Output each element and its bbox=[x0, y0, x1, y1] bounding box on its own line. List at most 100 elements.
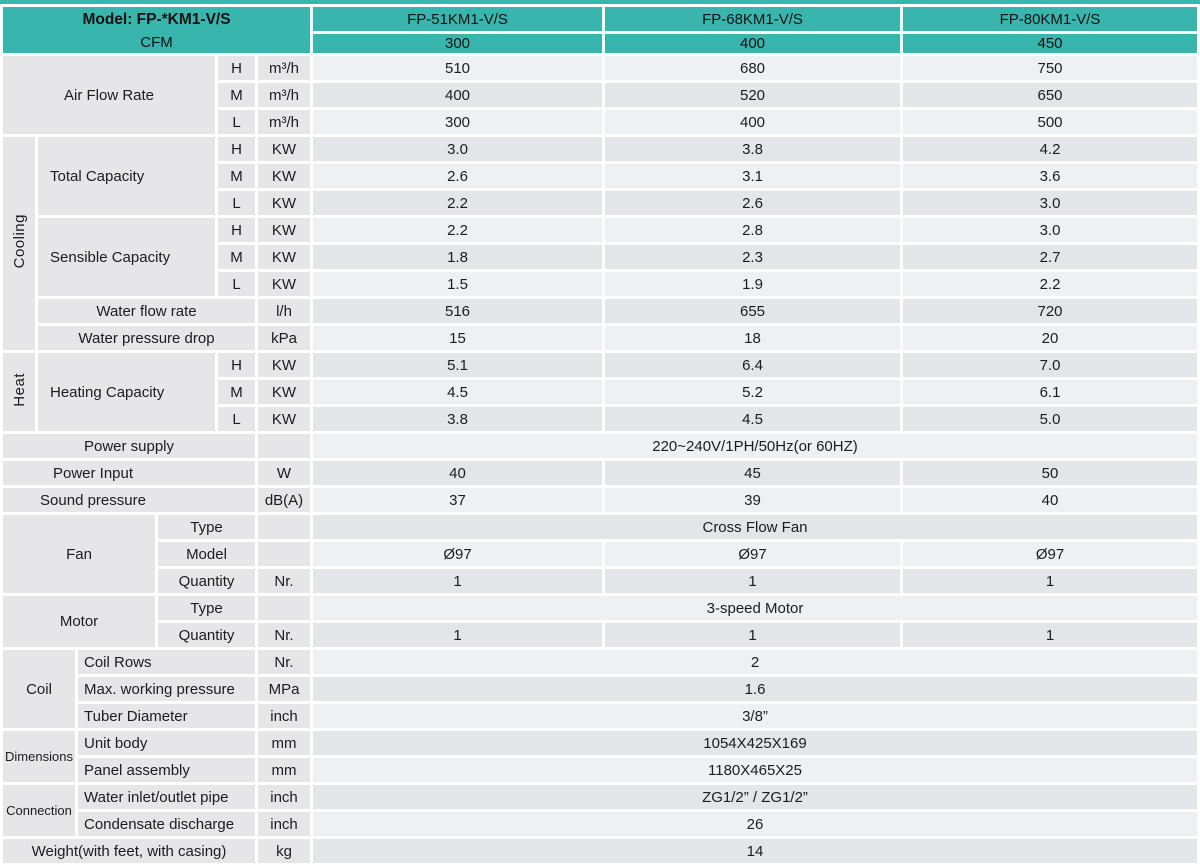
value-cell: 18 bbox=[605, 326, 900, 350]
cfm-value-cell: 400 bbox=[605, 34, 900, 53]
coil-rows-value: 2 bbox=[313, 650, 1197, 674]
value-cell: 300 bbox=[313, 110, 602, 134]
value-cell: 3.6 bbox=[903, 164, 1197, 188]
row-sensible-capacity-m: M KW 1.8 2.3 2.7 bbox=[3, 245, 1197, 269]
water-inlet-outlet-value: ZG1/2” / ZG1/2” bbox=[313, 785, 1197, 809]
row-sensible-capacity-h: Sensible Capacity H KW 2.2 2.8 3.0 bbox=[3, 218, 1197, 296]
value-cell: 2.2 bbox=[313, 218, 602, 242]
unit-cell: Nr. bbox=[258, 623, 310, 647]
unit-cell: KW bbox=[258, 137, 310, 161]
sound-pressure-label: Sound pressure bbox=[3, 488, 255, 512]
unit-cell: m³/h bbox=[258, 110, 310, 134]
speed-cell: H bbox=[218, 137, 255, 161]
unit-cell: Nr. bbox=[258, 650, 310, 674]
max-working-pressure-label: Max. working pressure bbox=[78, 677, 255, 701]
unit-cell: Nr. bbox=[258, 569, 310, 593]
motor-group-label: Motor bbox=[3, 596, 155, 647]
value-cell: 50 bbox=[903, 461, 1197, 485]
value-cell: Ø97 bbox=[605, 542, 900, 566]
value-cell: 2.2 bbox=[903, 272, 1197, 296]
value-cell: 500 bbox=[903, 110, 1197, 134]
value-cell: 2.7 bbox=[903, 245, 1197, 269]
value-cell: 2.8 bbox=[605, 218, 900, 242]
row-fan-model: Model Ø97 Ø97 Ø97 bbox=[3, 542, 1197, 566]
value-cell: 720 bbox=[903, 299, 1197, 323]
motor-type-label: Type bbox=[158, 596, 255, 620]
unit-cell: KW bbox=[258, 407, 310, 431]
value-cell: 510 bbox=[313, 56, 602, 80]
cfm-value-cell: 450 bbox=[903, 34, 1197, 53]
tuber-diameter-value: 3/8” bbox=[313, 704, 1197, 728]
value-cell: 6.1 bbox=[903, 380, 1197, 404]
power-supply-value: 220~240V/1PH/50Hz(or 60HZ) bbox=[313, 434, 1197, 458]
cfm-label: CFM bbox=[140, 34, 173, 51]
spec-table: Model: FP-*KM1-V/S CFM FP-51KM1-V/S FP-6… bbox=[0, 4, 1200, 866]
value-cell: 3.0 bbox=[313, 137, 602, 161]
row-tuber-diameter: Tuber Diameter inch 3/8” bbox=[3, 704, 1197, 728]
value-cell: 1 bbox=[313, 569, 602, 593]
value-cell: 4.5 bbox=[313, 380, 602, 404]
unit-cell: KW bbox=[258, 353, 310, 377]
unit-body-value: 1054X425X169 bbox=[313, 731, 1197, 755]
model-header-cell: Model: FP-*KM1-V/S CFM bbox=[3, 7, 310, 53]
row-air-flow-h: Air Flow Rate H m³/h 510 680 750 bbox=[3, 56, 1197, 134]
unit-cell: mm bbox=[258, 731, 310, 755]
motor-quantity-label: Quantity bbox=[158, 623, 255, 647]
value-cell: 45 bbox=[605, 461, 900, 485]
value-cell: 20 bbox=[903, 326, 1197, 350]
header-accent-bar bbox=[0, 0, 1200, 4]
unit-cell: KW bbox=[258, 191, 310, 215]
value-cell: 5.2 bbox=[605, 380, 900, 404]
unit-cell: kPa bbox=[258, 326, 310, 350]
fan-group-label: Fan bbox=[3, 515, 155, 593]
unit-cell: mm bbox=[258, 758, 310, 782]
value-cell: 655 bbox=[605, 299, 900, 323]
unit-cell: MPa bbox=[258, 677, 310, 701]
row-heating-capacity-l: L KW 3.8 4.5 5.0 bbox=[3, 407, 1197, 431]
heat-vertical-text: Heat bbox=[10, 373, 28, 407]
condensate-discharge-label: Condensate discharge bbox=[78, 812, 255, 836]
unit-cell: KW bbox=[258, 380, 310, 404]
value-cell: 1.5 bbox=[313, 272, 602, 296]
speed-cell: M bbox=[218, 164, 255, 188]
value-cell: 3.8 bbox=[605, 137, 900, 161]
unit-cell: inch bbox=[258, 812, 310, 836]
value-cell: Ø97 bbox=[903, 542, 1197, 566]
unit-cell: m³/h bbox=[258, 56, 310, 80]
value-cell: 37 bbox=[313, 488, 602, 512]
weight-value: 14 bbox=[313, 839, 1197, 863]
value-cell: 650 bbox=[903, 83, 1197, 107]
water-pressure-drop-label: Water pressure drop bbox=[38, 326, 255, 350]
water-flow-rate-label: Water flow rate bbox=[38, 299, 255, 323]
unit-cell: kg bbox=[258, 839, 310, 863]
row-fan-quantity: Quantity Nr. 1 1 1 bbox=[3, 569, 1197, 593]
unit-cell-empty bbox=[258, 542, 310, 566]
value-cell: 40 bbox=[313, 461, 602, 485]
row-power-input: Power Input W 40 45 50 bbox=[3, 461, 1197, 485]
panel-assembly-value: 1180X465X25 bbox=[313, 758, 1197, 782]
power-supply-label: Power supply bbox=[3, 434, 255, 458]
unit-cell: inch bbox=[258, 704, 310, 728]
row-coil-rows: Coil Coil Rows Nr. 2 bbox=[3, 650, 1197, 728]
row-heating-capacity-h: Heat Heating Capacity H KW 5.1 6.4 7.0 bbox=[3, 353, 1197, 431]
unit-cell: inch bbox=[258, 785, 310, 809]
row-max-working-pressure: Max. working pressure MPa 1.6 bbox=[3, 677, 1197, 701]
speed-cell: H bbox=[218, 56, 255, 80]
unit-cell: KW bbox=[258, 245, 310, 269]
row-heating-capacity-m: M KW 4.5 5.2 6.1 bbox=[3, 380, 1197, 404]
air-flow-rate-label: Air Flow Rate bbox=[3, 56, 215, 134]
speed-cell: M bbox=[218, 245, 255, 269]
row-power-supply: Power supply 220~240V/1PH/50Hz(or 60HZ) bbox=[3, 434, 1197, 458]
row-air-flow-m: M m³/h 400 520 650 bbox=[3, 83, 1197, 107]
unit-body-label: Unit body bbox=[78, 731, 255, 755]
speed-cell: M bbox=[218, 380, 255, 404]
speed-cell: L bbox=[218, 407, 255, 431]
value-cell: 5.1 bbox=[313, 353, 602, 377]
unit-cell: l/h bbox=[258, 299, 310, 323]
fan-quantity-label: Quantity bbox=[158, 569, 255, 593]
speed-cell: L bbox=[218, 191, 255, 215]
unit-cell-empty bbox=[258, 596, 310, 620]
speed-cell: L bbox=[218, 110, 255, 134]
row-water-pressure-drop: Water pressure drop kPa 15 18 20 bbox=[3, 326, 1197, 350]
heating-capacity-label: Heating Capacity bbox=[38, 353, 215, 431]
